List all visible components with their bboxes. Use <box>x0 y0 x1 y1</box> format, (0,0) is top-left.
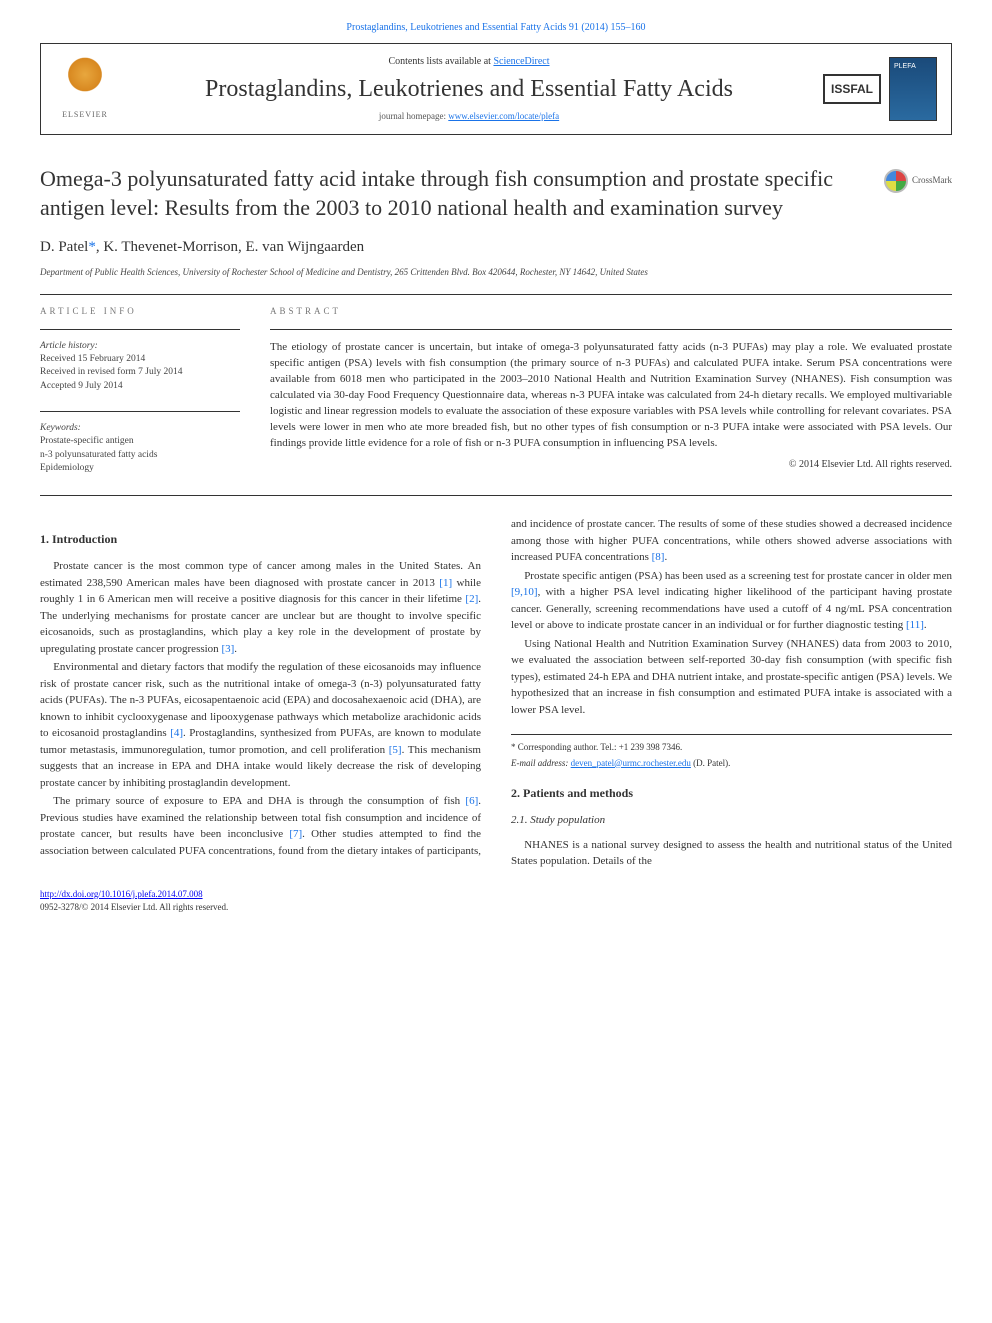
methods-p1: NHANES is a national survey designed to … <box>511 837 952 870</box>
revised-date: Received in revised form 7 July 2014 <box>40 367 182 377</box>
intro-p5: Using National Health and Nutrition Exam… <box>511 636 952 719</box>
abstract-label: ABSTRACT <box>270 305 952 319</box>
received-date: Received 15 February 2014 <box>40 354 145 364</box>
article-history: Article history: Received 15 February 20… <box>40 340 240 393</box>
meta-row: ARTICLE INFO Article history: Received 1… <box>40 305 952 475</box>
keyword-1: Prostate-specific antigen <box>40 436 134 446</box>
ref-2[interactable]: [2] <box>465 593 478 605</box>
homepage-line: journal homepage: www.elsevier.com/locat… <box>129 110 809 124</box>
ref-5[interactable]: [5] <box>389 744 402 756</box>
keywords-label: Keywords: <box>40 423 81 433</box>
ref-6[interactable]: [6] <box>465 795 478 807</box>
history-label: Article history: <box>40 341 98 351</box>
keyword-2: n-3 polyunsaturated fatty acids <box>40 450 157 460</box>
divider-body <box>40 495 952 496</box>
elsevier-logo[interactable]: ELSEVIER <box>55 54 115 124</box>
affiliation: Department of Public Health Sciences, Un… <box>40 267 952 279</box>
author-email[interactable]: deven_patel@urmc.rochester.edu <box>571 758 691 768</box>
ref-1[interactable]: [1] <box>439 577 452 589</box>
keyword-3: Epidemiology <box>40 463 94 473</box>
contents-prefix: Contents lists available at <box>388 56 493 67</box>
corresponding-author: * Corresponding author. Tel.: +1 239 398… <box>511 741 952 755</box>
article-title: Omega-3 polyunsaturated fatty acid intak… <box>40 165 952 222</box>
ref-11[interactable]: [11] <box>906 619 924 631</box>
copyright: © 2014 Elsevier Ltd. All rights reserved… <box>270 457 952 472</box>
journal-header: ELSEVIER Contents lists available at Sci… <box>40 43 952 135</box>
doi-footer: http://dx.doi.org/10.1016/j.plefa.2014.0… <box>40 888 952 915</box>
author-primary: D. Patel <box>40 239 88 255</box>
keywords: Keywords: Prostate-specific antigen n-3 … <box>40 422 240 475</box>
ref-7[interactable]: [7] <box>289 828 302 840</box>
header-right-logos: ISSFAL <box>823 57 937 121</box>
divider-top <box>40 294 952 295</box>
article-info-col: ARTICLE INFO Article history: Received 1… <box>40 305 240 475</box>
corresponding-marker[interactable]: * <box>88 239 96 255</box>
intro-p1: Prostate cancer is the most common type … <box>40 558 481 657</box>
body-columns: 1. Introduction Prostate cancer is the m… <box>40 516 952 870</box>
elsevier-label: ELSEVIER <box>62 109 108 121</box>
title-block: CrossMark Omega-3 polyunsaturated fatty … <box>40 165 952 278</box>
homepage-prefix: journal homepage: <box>379 111 448 121</box>
journal-cover-thumb[interactable] <box>889 57 937 121</box>
homepage-link[interactable]: www.elsevier.com/locate/plefa <box>448 111 559 121</box>
abstract-text: The etiology of prostate cancer is uncer… <box>270 340 952 452</box>
ref-8[interactable]: [8] <box>652 551 665 563</box>
issn-line: 0952-3278/© 2014 Elsevier Ltd. All right… <box>40 902 228 912</box>
article-info-label: ARTICLE INFO <box>40 305 240 319</box>
intro-p2: Environmental and dietary factors that m… <box>40 659 481 791</box>
header-center: Contents lists available at ScienceDirec… <box>129 54 809 123</box>
section-2-1-heading: 2.1. Study population <box>511 812 952 829</box>
divider-info <box>40 329 240 330</box>
divider-kw <box>40 411 240 412</box>
crossmark-label: CrossMark <box>912 174 952 188</box>
journal-name: Prostaglandins, Leukotrienes and Essenti… <box>129 75 809 104</box>
ref-4[interactable]: [4] <box>170 727 183 739</box>
issfal-logo: ISSFAL <box>823 74 881 104</box>
top-citation[interactable]: Prostaglandins, Leukotrienes and Essenti… <box>40 20 952 35</box>
sciencedirect-link[interactable]: ScienceDirect <box>493 56 549 67</box>
intro-p4: Prostate specific antigen (PSA) has been… <box>511 568 952 634</box>
contents-line: Contents lists available at ScienceDirec… <box>129 54 809 69</box>
section-2-heading: 2. Patients and methods <box>511 784 952 802</box>
accepted-date: Accepted 9 July 2014 <box>40 381 123 391</box>
authors-rest: , K. Thevenet-Morrison, E. van Wijngaard… <box>96 239 364 255</box>
ref-9-10[interactable]: [9,10] <box>511 586 538 598</box>
ref-3[interactable]: [3] <box>221 643 234 655</box>
elsevier-tree-icon <box>60 57 110 107</box>
footnote-block: * Corresponding author. Tel.: +1 239 398… <box>511 734 952 770</box>
divider-abs <box>270 329 952 330</box>
abstract-col: ABSTRACT The etiology of prostate cancer… <box>270 305 952 475</box>
crossmark-badge[interactable]: CrossMark <box>884 169 952 193</box>
doi-link[interactable]: http://dx.doi.org/10.1016/j.plefa.2014.0… <box>40 889 203 899</box>
section-1-heading: 1. Introduction <box>40 530 481 548</box>
crossmark-icon <box>884 169 908 193</box>
email-line: E-mail address: deven_patel@urmc.rochest… <box>511 757 952 771</box>
authors: D. Patel*, K. Thevenet-Morrison, E. van … <box>40 236 952 259</box>
